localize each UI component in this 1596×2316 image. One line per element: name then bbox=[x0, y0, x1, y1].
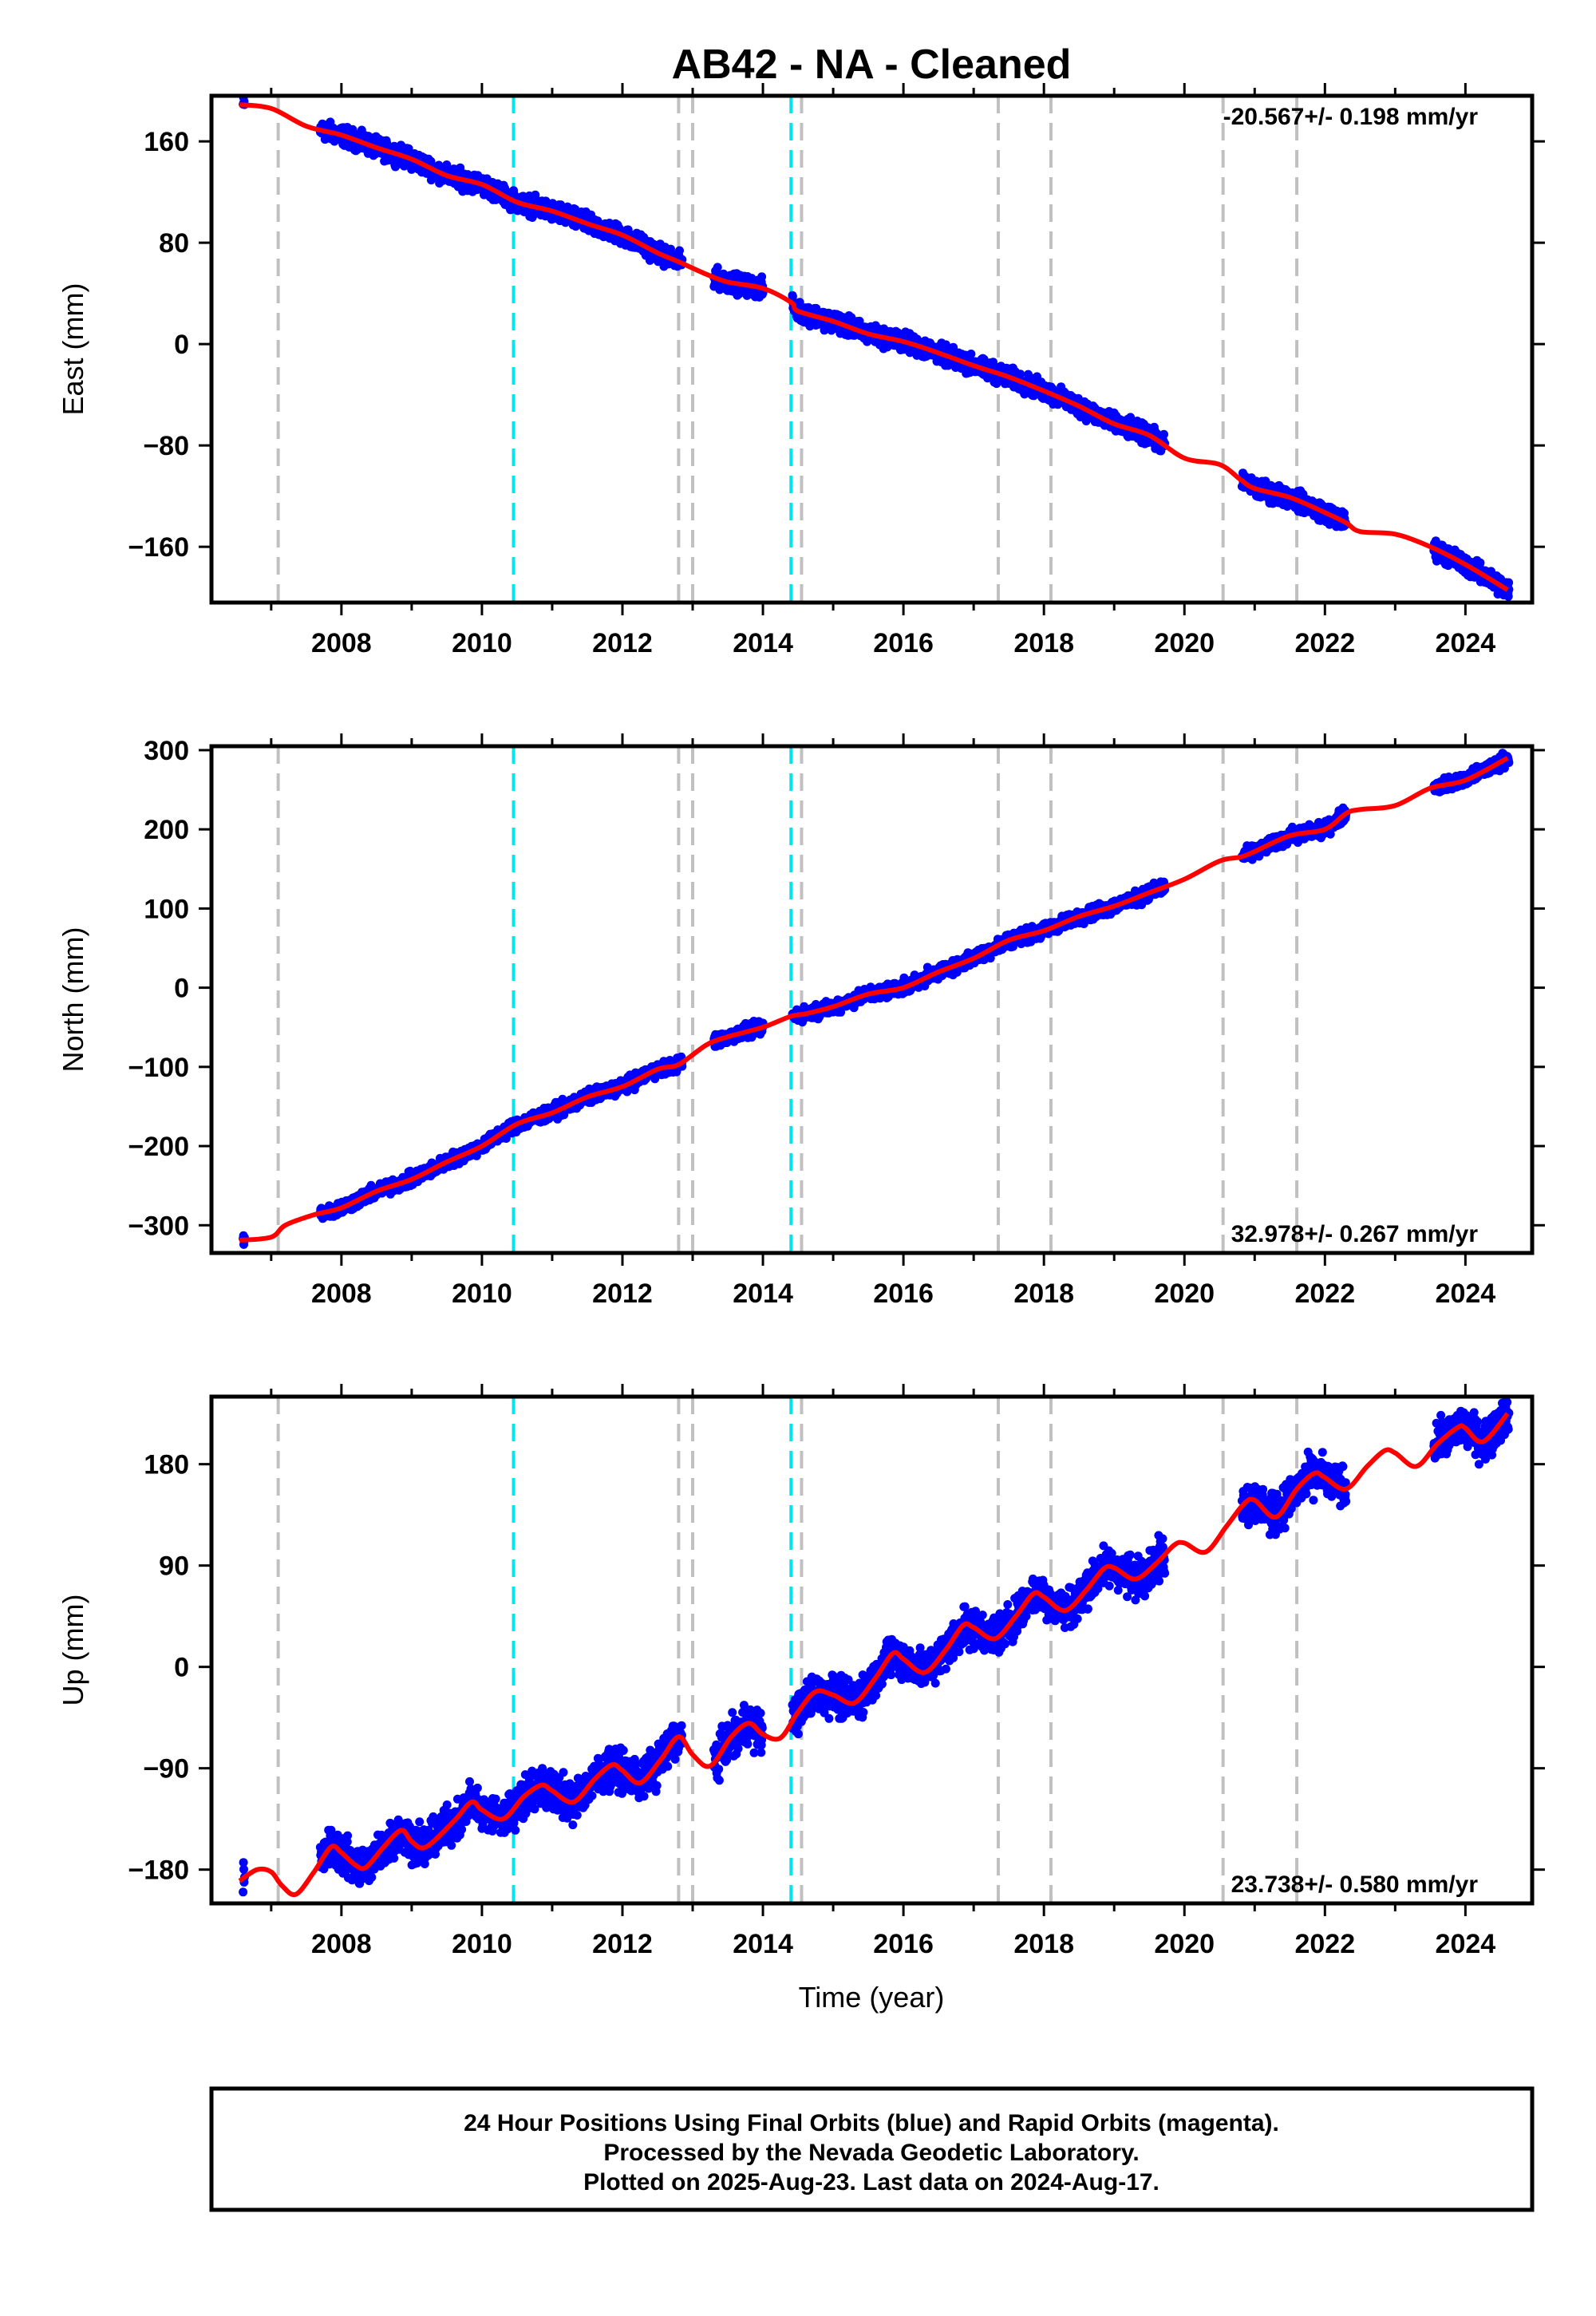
x-tick-label: 2024 bbox=[1436, 628, 1496, 658]
x-tick-label: 2022 bbox=[1294, 628, 1355, 658]
data-points bbox=[239, 749, 1514, 1249]
data-point bbox=[675, 246, 684, 255]
x-tick-label: 2008 bbox=[311, 628, 372, 658]
rate-annotation: -20.567+/- 0.198 mm/yr bbox=[1223, 104, 1479, 130]
x-tick-label: 2020 bbox=[1154, 628, 1215, 658]
x-tick-label: 2014 bbox=[733, 628, 793, 658]
data-point bbox=[1159, 429, 1168, 439]
y-tick-label: 80 bbox=[159, 228, 189, 259]
y-tick-label: −160 bbox=[128, 532, 189, 563]
data-point bbox=[949, 342, 958, 352]
model-curve bbox=[239, 102, 1509, 592]
x-tick-label: 2016 bbox=[873, 628, 934, 658]
data-point bbox=[757, 272, 767, 282]
y-tick-label: 160 bbox=[144, 127, 189, 157]
y-tick-label: −80 bbox=[143, 431, 189, 461]
x-tick-label: 2010 bbox=[452, 628, 512, 658]
data-point bbox=[1016, 370, 1025, 379]
figure-title: AB42 - NA - Cleaned bbox=[672, 41, 1072, 88]
y-tick-label: 0 bbox=[174, 330, 189, 360]
data-point bbox=[442, 160, 452, 169]
data-point bbox=[788, 291, 797, 301]
data-point bbox=[966, 350, 976, 358]
panel-frame bbox=[209, 93, 1535, 605]
data-point bbox=[559, 1110, 569, 1120]
data-point bbox=[1504, 578, 1514, 587]
data-point bbox=[1503, 591, 1513, 601]
panel-plot-area bbox=[239, 96, 1514, 603]
panel-plot-area bbox=[239, 746, 1514, 1253]
x-tick-label: 2012 bbox=[592, 628, 653, 658]
data-point bbox=[713, 263, 722, 272]
y-axis-label: East (mm) bbox=[57, 283, 89, 416]
east-panel: 160 80 0 −80 −160 2008 2010 2012 2014 2016 2018 202… bbox=[57, 83, 1545, 658]
data-point bbox=[1476, 558, 1485, 567]
x-tick-label: 2018 bbox=[1013, 628, 1074, 658]
